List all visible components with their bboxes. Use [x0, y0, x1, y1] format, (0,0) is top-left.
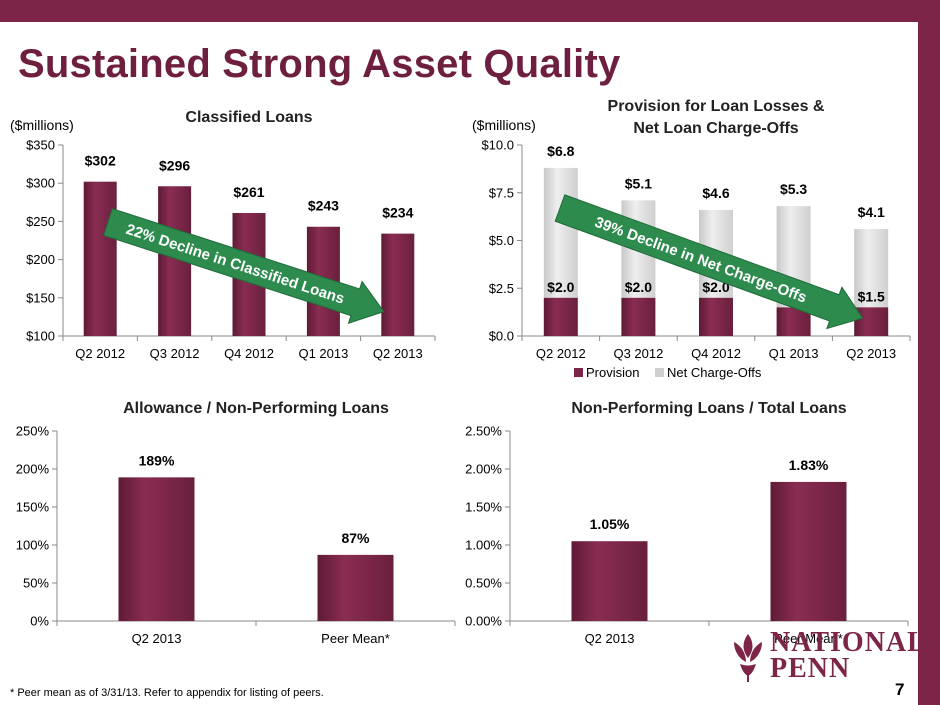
npl-y-tick-label: 2.00%	[465, 462, 502, 477]
provision-y-tick-label: $10.0	[481, 138, 514, 153]
classified-x-tick-label: Q2 2013	[373, 346, 423, 361]
classified-x-tick-label: Q1 2013	[298, 346, 348, 361]
provision-bar-provision	[543, 297, 578, 336]
tulip-logo-icon	[734, 634, 762, 682]
npl-y-tick-label: 1.00%	[465, 538, 502, 553]
allowance-chart-title: Allowance / Non-Performing Loans	[123, 400, 389, 417]
provision-bar-net-charge-offs	[854, 229, 889, 308]
legend-swatch-provision	[574, 368, 583, 377]
classified-y-tick-label: $200	[26, 252, 55, 267]
provision-x-tick-label: Q2 2012	[536, 346, 586, 361]
footnote: * Peer mean as of 3/31/13. Refer to appe…	[10, 687, 324, 699]
provision-data-label-provision: $2.0	[702, 279, 729, 295]
classified-x-tick-label: Q4 2012	[224, 346, 274, 361]
provision-data-label-net-charge-offs: $4.6	[702, 185, 729, 201]
provision-data-label-provision: $1.5	[858, 288, 885, 304]
right-brand-band	[918, 0, 940, 705]
classified-bar	[381, 233, 415, 336]
provision-x-tick-label: Q4 2012	[691, 346, 741, 361]
provision-chart-title-line2: Net Loan Charge-Offs	[633, 120, 798, 137]
provision-data-label-net-charge-offs: $4.1	[858, 204, 885, 220]
npl-y-tick-label: 0.50%	[465, 576, 502, 591]
provision-x-tick-label: Q3 2012	[613, 346, 663, 361]
logo-line-national: NATIONAL	[770, 627, 927, 658]
provision-y-tick-label: $2.5	[489, 281, 514, 296]
slide-title: Sustained Strong Asset Quality	[18, 42, 621, 86]
allowance-y-tick-label: 100%	[16, 538, 50, 553]
classified-data-label: $296	[159, 157, 190, 173]
provision-data-label-provision: $2.0	[547, 279, 574, 295]
npl-y-tick-label: 0.00%	[465, 614, 502, 629]
classified-data-label: $234	[382, 205, 413, 221]
legend-label-provision: Provision	[586, 365, 639, 380]
npl-y-tick-label: 1.50%	[465, 500, 502, 515]
classified-unit-note: ($millions)	[10, 117, 74, 133]
classified-y-tick-label: $100	[26, 329, 55, 344]
provision-x-tick-label: Q1 2013	[769, 346, 819, 361]
page-number: 7	[895, 680, 905, 699]
provision-y-tick-label: $0.0	[489, 329, 514, 344]
allowance-bar	[317, 554, 394, 621]
classified-data-label: $261	[233, 184, 264, 200]
provision-bar-provision	[854, 307, 889, 336]
provision-data-label-net-charge-offs: $5.1	[625, 175, 652, 191]
allowance-data-label: 87%	[341, 530, 370, 546]
legend-label-net-charge-offs: Net Charge-Offs	[667, 365, 762, 380]
classified-bar	[83, 181, 117, 336]
classified-y-tick-label: $300	[26, 176, 55, 191]
logo-line-penn: PENN	[770, 653, 851, 684]
legend-swatch-net-charge-offs	[655, 368, 664, 377]
classified-data-label: $302	[85, 153, 116, 169]
npl-data-label: 1.83%	[789, 457, 829, 473]
allowance-y-tick-label: 250%	[16, 424, 50, 439]
allowance-y-tick-label: 200%	[16, 462, 50, 477]
provision-decline-arrow-shape	[554, 194, 864, 330]
classified-y-tick-label: $150	[26, 290, 55, 305]
allowance-x-tick-label: Peer Mean*	[321, 631, 390, 646]
classified-data-label: $243	[308, 198, 339, 214]
provision-x-tick-label: Q2 2013	[846, 346, 896, 361]
classified-y-tick-label: $350	[26, 138, 55, 153]
provision-chart-title: Provision for Loan Losses &	[608, 98, 825, 115]
npl-y-tick-label: 2.50%	[465, 424, 502, 439]
provision-y-tick-label: $7.5	[489, 185, 514, 200]
provision-y-tick-label: $5.0	[489, 233, 514, 248]
npl-bar	[571, 541, 648, 621]
allowance-y-tick-label: 0%	[30, 614, 49, 629]
top-brand-band	[0, 0, 940, 22]
npl-chart-title: Non-Performing Loans / Total Loans	[571, 400, 846, 417]
provision-bar-net-charge-offs	[543, 167, 578, 298]
classified-x-tick-label: Q2 2012	[75, 346, 125, 361]
npl-data-label: 1.05%	[590, 516, 630, 532]
provision-data-label-provision: $2.0	[625, 279, 652, 295]
provision-data-label-net-charge-offs: $6.8	[547, 143, 574, 159]
provision-unit-note: ($millions)	[472, 117, 536, 133]
allowance-x-tick-label: Q2 2013	[132, 631, 182, 646]
npl-x-tick-label: Q2 2013	[585, 631, 635, 646]
allowance-y-tick-label: 50%	[23, 576, 49, 591]
allowance-data-label: 189%	[139, 452, 175, 468]
allowance-bar	[118, 477, 195, 621]
npl-bar	[770, 481, 847, 621]
npl-x-tick-label: Peer Mean*	[774, 631, 843, 646]
allowance-y-tick-label: 150%	[16, 500, 50, 515]
provision-data-label-net-charge-offs: $5.3	[780, 181, 807, 197]
national-penn-logo: NATIONAL PENN	[728, 628, 926, 686]
provision-bar-provision	[699, 297, 733, 336]
classified-decline-arrow-shape	[103, 208, 385, 325]
provision-bar-provision	[621, 297, 656, 336]
classified-y-tick-label: $250	[26, 214, 55, 229]
classified-chart-title: Classified Loans	[185, 109, 312, 126]
classified-x-tick-label: Q3 2012	[150, 346, 200, 361]
